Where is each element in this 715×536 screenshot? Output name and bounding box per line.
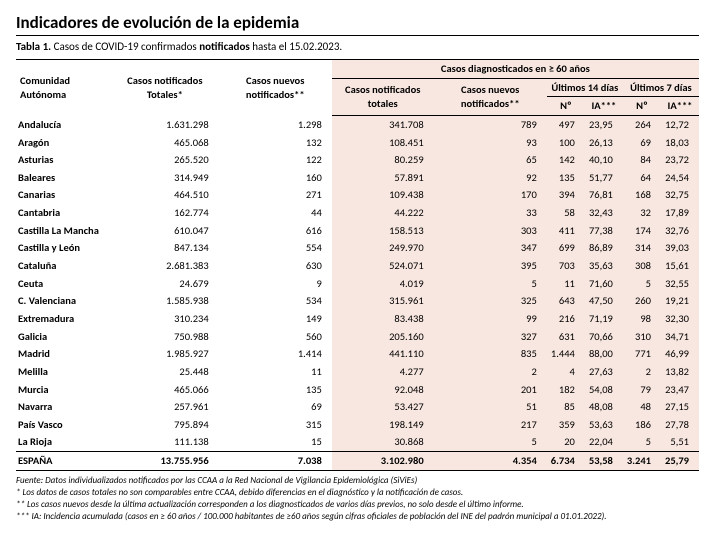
th-casos-nuevos: Casos nuevos notificados** <box>219 60 332 116</box>
table-row: Extremadura 310.234 149 83.438 99 216 71… <box>16 310 699 328</box>
table-row: Navarra 257.961 69 53.427 51 85 48,08 48… <box>16 398 699 416</box>
table-row: Melilla 25.448 11 4.277 2 4 27,63 2 13,8… <box>16 363 699 381</box>
page-title: Indicadores de evolución de la epidemia <box>16 12 699 36</box>
th-ia14: IA*** <box>585 97 623 116</box>
table-row: Madrid 1.985.927 1.414 441.110 835 1.444… <box>16 345 699 363</box>
table-row: Galicia 750.988 560 205.160 327 631 70,6… <box>16 328 699 346</box>
table-row: Canarias 464.510 271 109.438 170 394 76,… <box>16 186 699 204</box>
table-row: País Vasco 795.894 315 198.149 217 359 5… <box>16 416 699 434</box>
table-row: Andalucía 1.631.298 1.298 341.708 789 49… <box>16 115 699 133</box>
table-row: Cantabria 162.774 44 44.222 33 58 32,43 … <box>16 204 699 222</box>
table-row: Ceuta 24.679 9 4.019 5 11 71,60 5 32,55 <box>16 275 699 293</box>
table-caption: Tabla 1. Casos de COVID-19 confirmados n… <box>16 40 699 53</box>
th-group-60: Casos diagnosticados en ≥ 60 años <box>332 60 699 79</box>
table-row: ESPAÑA 13.755.956 7.038 3.102.980 4.354 … <box>16 452 699 471</box>
footnote-line: Fuente: Datos individualizados notificad… <box>16 475 699 486</box>
footnote-line: ** Los casos nuevos desde la última actu… <box>16 499 699 510</box>
table-row: Baleares 314.949 160 57.891 92 135 51,77… <box>16 169 699 187</box>
table-row: Castilla y León 847.134 554 249.970 347 … <box>16 239 699 257</box>
table-row: Cataluña 2.681.383 630 524.071 395 703 3… <box>16 257 699 275</box>
table-row: C. Valenciana 1.585.938 534 315.961 325 … <box>16 292 699 310</box>
th-casos-totales: Casos notificados Totales* <box>111 60 219 116</box>
th-sub-casos-nuevos: Casos nuevos notificados** <box>434 78 547 115</box>
table-body: Andalucía 1.631.298 1.298 341.708 789 49… <box>16 115 699 470</box>
footnote-line: *** IA: Incidencia acumulada (casos en ≥… <box>16 511 699 522</box>
table-row: Castilla La Mancha 610.047 616 158.513 3… <box>16 222 699 240</box>
th-ia7: IA*** <box>661 97 699 116</box>
th-comunidad: Comunidad Autónoma <box>16 60 111 116</box>
footnote-line: * Los datos de casos totales no son comp… <box>16 487 699 498</box>
covid-table: Comunidad Autónoma Casos notificados Tot… <box>16 59 699 471</box>
table-row: Asturias 265.520 122 80.259 65 142 40,10… <box>16 151 699 169</box>
th-sub-casos-totales: Casos notificados totales <box>332 78 434 115</box>
footnotes: Fuente: Datos individualizados notificad… <box>16 475 699 523</box>
table-row: Aragón 465.068 132 108.451 93 100 26,13 … <box>16 134 699 152</box>
th-n7: Nº <box>623 97 661 116</box>
table-row: La Rioja 111.138 15 30.868 5 20 22,04 5 … <box>16 433 699 451</box>
th-ult14: Últimos 14 días <box>547 78 623 97</box>
table-row: Murcia 465.066 135 92.048 201 182 54,08 … <box>16 381 699 399</box>
th-ult7: Últimos 7 días <box>623 78 699 97</box>
th-n14: Nº <box>547 97 585 116</box>
